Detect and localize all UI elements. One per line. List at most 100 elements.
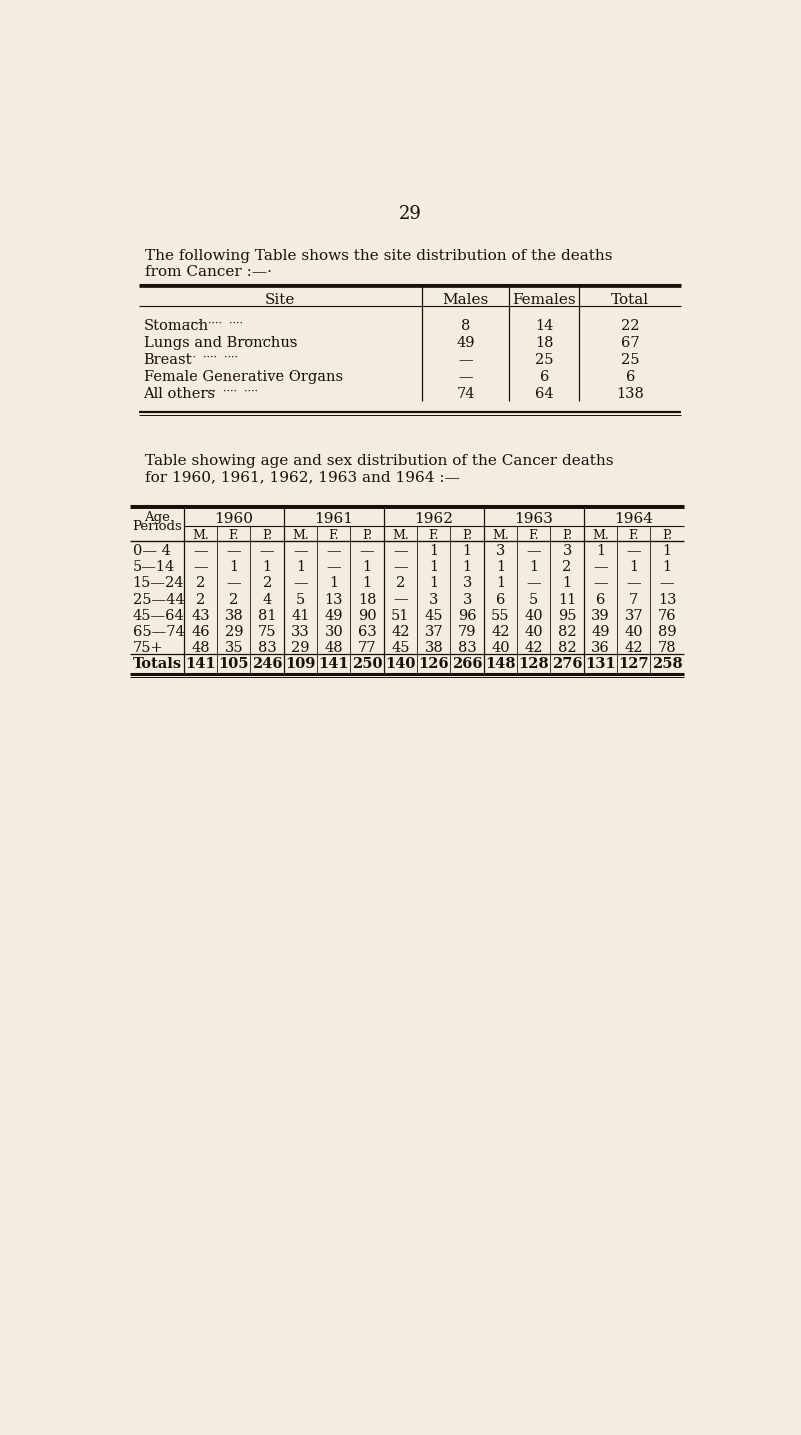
Text: 2: 2 — [229, 593, 239, 607]
Text: F.: F. — [328, 530, 339, 542]
Text: 76: 76 — [658, 608, 676, 623]
Text: —: — — [458, 370, 473, 385]
Text: Stomach: Stomach — [143, 319, 208, 333]
Text: 29: 29 — [224, 626, 243, 639]
Text: 79: 79 — [458, 626, 477, 639]
Text: 1: 1 — [229, 560, 239, 574]
Text: 1: 1 — [529, 560, 538, 574]
Text: 75+: 75+ — [133, 641, 163, 656]
Text: Breast: Breast — [143, 353, 192, 367]
Text: 1: 1 — [363, 560, 372, 574]
Text: 45: 45 — [425, 608, 443, 623]
Text: 1: 1 — [462, 560, 472, 574]
Text: M.: M. — [492, 530, 509, 542]
Text: 1: 1 — [429, 544, 438, 558]
Text: —: — — [327, 560, 341, 574]
Text: Age: Age — [143, 511, 170, 524]
Text: 49: 49 — [591, 626, 610, 639]
Text: 6: 6 — [626, 370, 635, 385]
Text: 266: 266 — [452, 657, 482, 672]
Text: 246: 246 — [252, 657, 283, 672]
Text: 3: 3 — [462, 577, 472, 590]
Text: 82: 82 — [557, 641, 577, 656]
Text: 43: 43 — [191, 608, 210, 623]
Text: 18: 18 — [358, 593, 376, 607]
Text: 25: 25 — [621, 353, 639, 367]
Text: 1: 1 — [363, 577, 372, 590]
Text: P.: P. — [362, 530, 372, 542]
Text: 5—14: 5—14 — [133, 560, 175, 574]
Text: 1962: 1962 — [414, 512, 453, 525]
Text: 6: 6 — [596, 593, 605, 607]
Text: 83: 83 — [258, 641, 276, 656]
Text: 1960: 1960 — [215, 512, 253, 525]
Text: P.: P. — [562, 530, 572, 542]
Text: M.: M. — [592, 530, 609, 542]
Text: 6: 6 — [496, 593, 505, 607]
Text: —: — — [393, 593, 408, 607]
Text: 38: 38 — [224, 608, 244, 623]
Text: 40: 40 — [625, 626, 643, 639]
Text: 0— 4: 0— 4 — [133, 544, 171, 558]
Text: 81: 81 — [258, 608, 276, 623]
Text: —: — — [227, 577, 241, 590]
Text: —: — — [293, 544, 308, 558]
Text: 18: 18 — [535, 336, 553, 350]
Text: 96: 96 — [458, 608, 477, 623]
Text: 1: 1 — [296, 560, 305, 574]
Text: ····  ····  ····: ···· ···· ···· — [262, 370, 325, 380]
Text: 1961: 1961 — [314, 512, 353, 525]
Text: —: — — [593, 577, 608, 590]
Text: 25: 25 — [535, 353, 553, 367]
Text: 49: 49 — [457, 336, 475, 350]
Text: ····  ····  ····: ···· ···· ···· — [233, 336, 296, 346]
Text: 83: 83 — [457, 641, 477, 656]
Text: 48: 48 — [191, 641, 210, 656]
Text: The following Table shows the site distribution of the deaths: The following Table shows the site distr… — [145, 250, 613, 263]
Text: Males: Males — [442, 293, 489, 307]
Text: —: — — [327, 544, 341, 558]
Text: 36: 36 — [591, 641, 610, 656]
Text: 1: 1 — [496, 577, 505, 590]
Text: 1: 1 — [462, 544, 472, 558]
Text: —: — — [526, 544, 541, 558]
Text: 14: 14 — [535, 319, 553, 333]
Text: 131: 131 — [585, 657, 616, 672]
Text: —: — — [193, 544, 207, 558]
Text: Female Generative Organs: Female Generative Organs — [143, 370, 343, 385]
Text: 95: 95 — [557, 608, 576, 623]
Text: 126: 126 — [418, 657, 449, 672]
Text: 1: 1 — [596, 544, 605, 558]
Text: 2: 2 — [196, 577, 205, 590]
Text: —: — — [660, 577, 674, 590]
Text: ····  ····  ····: ···· ···· ···· — [175, 353, 239, 363]
Text: F.: F. — [529, 530, 539, 542]
Text: Lungs and Bronchus: Lungs and Bronchus — [143, 336, 297, 350]
Text: —: — — [393, 544, 408, 558]
Text: P.: P. — [462, 530, 472, 542]
Text: ····  ····  ····: ···· ···· ···· — [180, 319, 244, 329]
Text: Table showing age and sex distribution of the Cancer deaths: Table showing age and sex distribution o… — [145, 453, 614, 468]
Text: Periods: Periods — [132, 521, 182, 534]
Text: 67: 67 — [621, 336, 639, 350]
Text: —: — — [393, 560, 408, 574]
Text: 35: 35 — [224, 641, 244, 656]
Text: 42: 42 — [525, 641, 543, 656]
Text: F.: F. — [228, 530, 239, 542]
Text: M.: M. — [192, 530, 209, 542]
Text: 74: 74 — [457, 387, 475, 400]
Text: 40: 40 — [525, 608, 543, 623]
Text: 3: 3 — [462, 593, 472, 607]
Text: —: — — [526, 577, 541, 590]
Text: M.: M. — [292, 530, 309, 542]
Text: 1963: 1963 — [514, 512, 553, 525]
Text: 13: 13 — [658, 593, 676, 607]
Text: 13: 13 — [324, 593, 343, 607]
Text: 49: 49 — [324, 608, 343, 623]
Text: 55: 55 — [491, 608, 509, 623]
Text: 42: 42 — [625, 641, 643, 656]
Text: 5: 5 — [296, 593, 305, 607]
Text: Total: Total — [611, 293, 650, 307]
Text: 258: 258 — [652, 657, 682, 672]
Text: 89: 89 — [658, 626, 676, 639]
